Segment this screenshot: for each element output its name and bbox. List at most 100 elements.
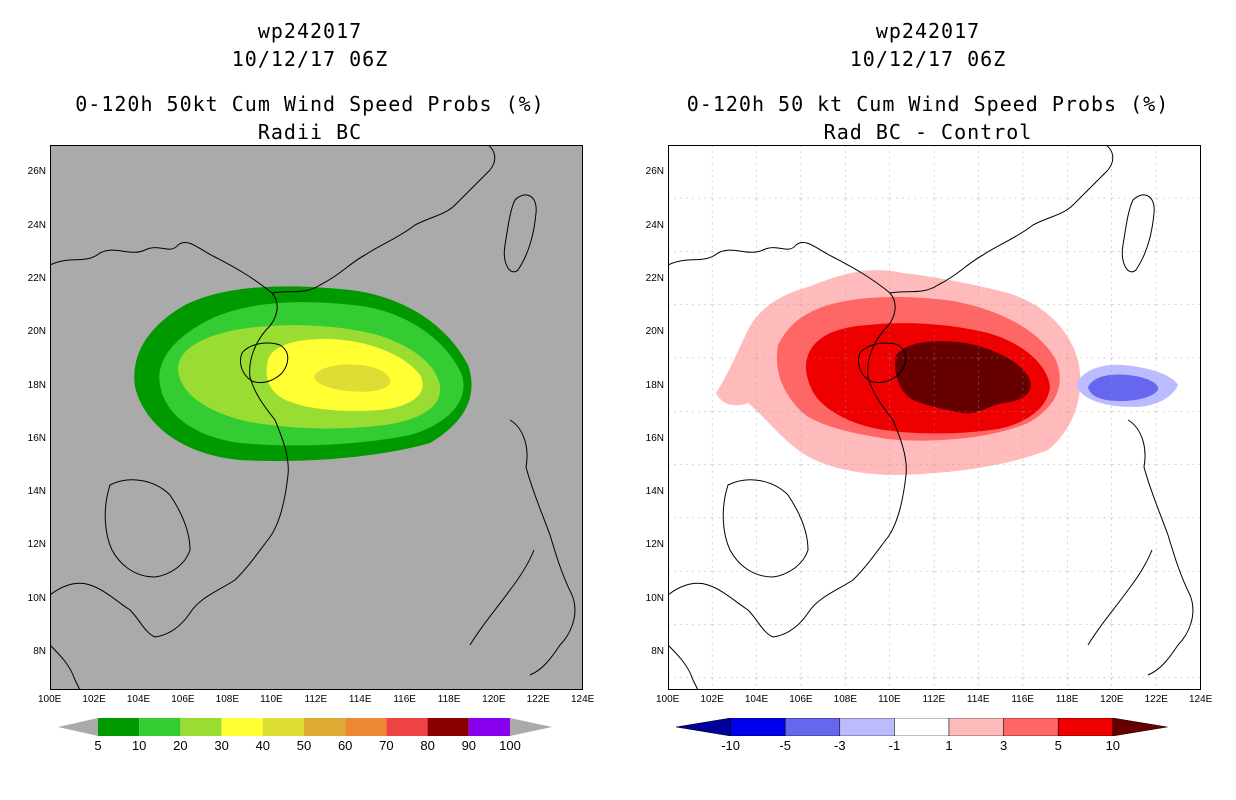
left-y-tick-label: 16N: [27, 432, 46, 444]
right-colorbar-label: -5: [779, 738, 791, 753]
left-y-tick-label: 14N: [27, 486, 46, 498]
left-colorbar-label: 40: [255, 738, 271, 753]
right-y-tick-label: 26N: [645, 166, 664, 178]
right-x-tick-label: 106E: [789, 694, 813, 705]
coastline: [668, 145, 1194, 690]
right-colorbar-swatch: [730, 718, 786, 736]
left-x-tick-label: 104E: [126, 694, 151, 705]
left-x-tick-label: 120E: [482, 694, 506, 705]
right-x-tick-label: 118E: [1055, 694, 1079, 705]
right-x-tick-label: 116E: [1011, 694, 1034, 705]
right-x-tick-label: 104E: [744, 694, 769, 705]
right-x-tick-label: 114E: [966, 694, 990, 705]
right-y-tick-label: 14N: [645, 486, 664, 498]
right-subtitle-line: Rad BC - Control: [823, 120, 1033, 144]
left-y-tick-label: 18N: [27, 379, 46, 391]
coastline: [50, 145, 576, 690]
left-x-tick-label: 122E: [526, 694, 550, 705]
right-y-tick-label: 22N: [645, 272, 664, 284]
left-x-tick-label: 102E: [82, 694, 106, 705]
left-colorbar-label: 60: [337, 738, 353, 753]
right-y-tick-label: 10N: [645, 592, 664, 604]
right-y-tick-label: 12N: [645, 539, 664, 551]
prob-contour-40: [314, 364, 391, 392]
left-map-frame: [50, 145, 583, 690]
left-x-tick-label: 116E: [393, 694, 416, 705]
left-date-line: 10/12/17 06Z: [231, 47, 389, 71]
left-colorbar-swatch: [345, 718, 387, 736]
left-x-tick-label: 112E: [304, 694, 328, 705]
right-id-line: wp242017: [875, 19, 981, 43]
left-x-tick-label: 124E: [571, 694, 595, 705]
right-colorbar-swatch: [948, 718, 1004, 736]
right-x-tick-label: 120E: [1100, 694, 1124, 705]
left-colorbar-label: 10: [131, 738, 147, 753]
right-colorbar-label: -3: [834, 738, 846, 753]
right-colorbar-swatch: [839, 718, 895, 736]
left-colorbar-label: 20: [173, 738, 188, 753]
left-x-tick-label: 108E: [215, 694, 240, 705]
right-x-tick-label: 110E: [878, 694, 901, 705]
left-colorbar-swatch: [386, 718, 428, 736]
right-y-tick-label: 8N: [651, 646, 664, 657]
right-x-tick-label: 102E: [700, 694, 724, 705]
left-colorbar-swatch: [427, 718, 469, 736]
right-title-line: 0-120h 50 kt Cum Wind Speed Probs (%): [686, 92, 1170, 116]
left-colorbar-swatch: [221, 718, 263, 736]
right-colorbar-swatch: [1112, 718, 1168, 736]
right-map-frame: [668, 145, 1201, 690]
graticule: [668, 145, 1201, 690]
right-colorbar-swatch: [1003, 718, 1059, 736]
left-x-tick-label: 100E: [38, 694, 62, 705]
left-colorbar-label: 30: [214, 738, 229, 753]
right-x-tick-label: 100E: [656, 694, 680, 705]
left-colorbar-label: 50: [296, 738, 312, 753]
right-colorbar-label: -10: [721, 738, 740, 753]
left-y-tick-label: 24N: [27, 219, 46, 231]
right-y-tick-label: 20N: [645, 326, 664, 338]
left-x-tick-label: 114E: [348, 694, 372, 705]
left-colorbar-swatch: [262, 718, 304, 736]
left-y-tick-label: 20N: [27, 326, 46, 338]
right-colorbar-label: 3: [999, 738, 1008, 753]
right-difference-map: [668, 145, 1201, 690]
left-y-tick-label: 22N: [27, 272, 46, 284]
left-colorbar-label: 80: [420, 738, 435, 753]
left-colorbar: [58, 718, 552, 736]
left-colorbar-swatch: [139, 718, 181, 736]
left-colorbar-label: 70: [379, 738, 394, 753]
left-y-tick-label: 26N: [27, 166, 46, 178]
left-x-tick-label: 118E: [437, 694, 461, 705]
left-colorbar-swatch: [98, 718, 140, 736]
left-colorbar-swatch: [304, 718, 346, 736]
left-colorbar-swatch: [180, 718, 222, 736]
right-colorbar-label: 5: [1054, 738, 1062, 753]
right-colorbar-label: 10: [1105, 738, 1121, 753]
right-x-tick-label: 124E: [1189, 694, 1213, 705]
right-x-tick-label: 122E: [1144, 694, 1168, 705]
right-colorbar-label: -1: [888, 738, 901, 753]
right-x-tick-label: 108E: [833, 694, 858, 705]
left-id-line: wp242017: [257, 19, 363, 43]
left-probability-map: [50, 145, 583, 690]
right-date-line: 10/12/17 06Z: [849, 47, 1007, 71]
right-y-tick-label: 16N: [645, 432, 664, 444]
left-colorbar-low-arrow: [58, 718, 98, 736]
right-colorbar-swatch: [894, 718, 950, 736]
right-colorbar-swatch: [676, 718, 731, 736]
right-colorbar-swatch: [784, 718, 841, 736]
right-x-tick-label: 112E: [922, 694, 946, 705]
right-y-tick-label: 24N: [645, 219, 664, 231]
left-colorbar-high-arrow: [510, 718, 552, 736]
left-y-tick-label: 8N: [33, 646, 46, 657]
left-colorbar-label: 100: [499, 738, 521, 753]
left-colorbar-swatch: [468, 718, 510, 736]
right-y-tick-label: 18N: [645, 379, 664, 391]
left-subtitle-line: Radii BC: [257, 120, 363, 144]
right-colorbar-swatch: [1057, 718, 1114, 736]
left-y-tick-label: 12N: [27, 539, 46, 551]
left-colorbar-label: 90: [461, 738, 477, 753]
left-colorbar-label: 5: [94, 738, 102, 753]
right-colorbar: [676, 718, 1168, 736]
right-colorbar-label: 1: [945, 738, 953, 753]
